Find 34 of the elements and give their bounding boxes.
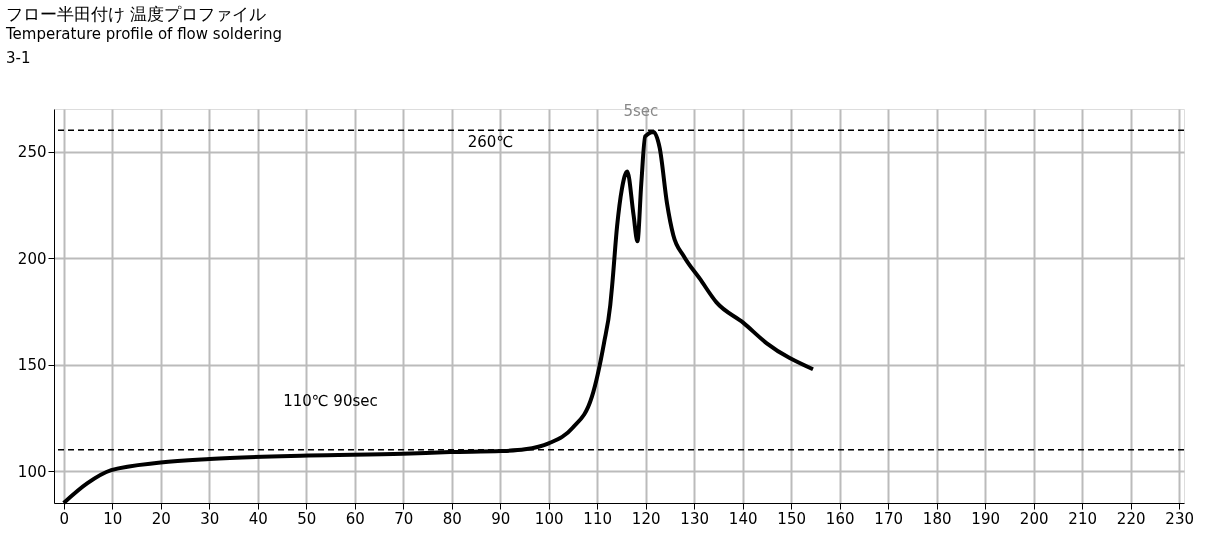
y-tick-label: 200 <box>17 249 47 268</box>
x-tick-label: 170 <box>874 509 903 528</box>
x-tick-label: 40 <box>248 509 268 528</box>
y-tick-label: 100 <box>17 462 47 481</box>
x-tick-label: 180 <box>922 509 952 528</box>
x-tick-label: 0 <box>59 509 69 528</box>
x-tick-label: 50 <box>297 509 317 528</box>
ref-line-label: 260℃ <box>467 133 514 152</box>
x-tick-label: 200 <box>1019 509 1049 528</box>
x-tick-label: 140 <box>728 509 758 528</box>
x-tick-label: 90 <box>491 509 511 528</box>
x-tick-label: 230 <box>1165 509 1194 528</box>
y-tick-label: 150 <box>17 356 47 375</box>
x-tick-label: 30 <box>200 509 220 528</box>
chart-subtitle: Temperature profile of flow soldering <box>5 25 283 43</box>
text: 3-1 <box>6 49 31 67</box>
x-tick-label: 80 <box>442 509 462 528</box>
x-tick-label: 20 <box>151 509 171 528</box>
annotation: 110℃ 90sec <box>283 391 378 410</box>
annotation: 5sec <box>623 102 659 121</box>
x-tick-label: 190 <box>971 509 1000 528</box>
y-tick-label: 250 <box>17 143 47 162</box>
x-tick-label: 220 <box>1116 509 1146 528</box>
chart-title: フロー半田付け 温度プロファイル <box>6 4 267 24</box>
x-tick-label: 70 <box>394 509 414 528</box>
x-tick-label: 60 <box>345 509 365 528</box>
x-tick-label: 160 <box>825 509 855 528</box>
x-tick-label: 150 <box>777 509 806 528</box>
x-tick-label: 110 <box>583 509 612 528</box>
x-tick-label: 120 <box>631 509 661 528</box>
x-tick-label: 130 <box>680 509 709 528</box>
x-tick-label: 10 <box>103 509 123 528</box>
x-tick-label: 210 <box>1068 509 1097 528</box>
x-tick-label: 100 <box>534 509 564 528</box>
